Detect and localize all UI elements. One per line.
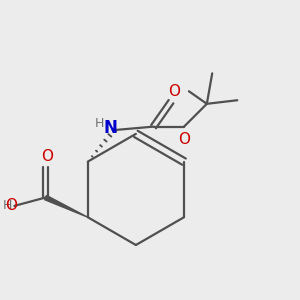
Text: H: H — [3, 200, 13, 212]
Text: O: O — [168, 84, 180, 99]
Text: O: O — [5, 198, 17, 213]
Text: O: O — [178, 132, 190, 147]
Text: N: N — [103, 119, 117, 137]
Text: H: H — [94, 117, 104, 130]
Polygon shape — [44, 195, 88, 217]
Text: O: O — [41, 149, 53, 164]
